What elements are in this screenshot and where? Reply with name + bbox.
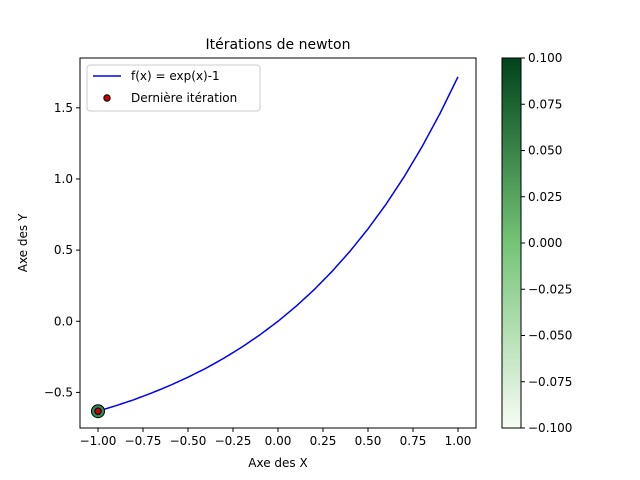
scatter-point	[94, 407, 102, 415]
colorbar-ticks: −0.100 −0.075 −0.050 −0.025 0.000 0.025 0.050 0…	[521, 51, 572, 435]
colorbar-tick-label: 0.025	[528, 190, 562, 204]
x-axis: −1.00 −0.75 −0.50 −0.25 0.00 0.25 0.50 0.75 1.00	[80, 428, 472, 448]
x-tick-label: 1.00	[445, 434, 472, 448]
y-axis: −0.5 0.0 0.5 1.0 1.5	[44, 101, 80, 399]
y-tick-label: −0.5	[44, 385, 73, 399]
colorbar-gradient	[501, 57, 522, 429]
x-tick-label: 0.50	[355, 434, 382, 448]
x-tick-label: −0.25	[215, 434, 252, 448]
colorbar-tick-label: −0.100	[528, 421, 572, 435]
colorbar: −0.100 −0.075 −0.050 −0.025 0.000 0.025 0.050 0…	[501, 51, 572, 435]
colorbar-tick-label: 0.000	[528, 236, 562, 250]
x-tick-label: 0.00	[265, 434, 292, 448]
legend: f(x) = exp(x)-1 Dernière itération	[86, 64, 261, 112]
series-line-0	[97, 76, 459, 412]
colorbar-tick-label: 0.075	[528, 97, 562, 111]
x-tick-label: −0.75	[125, 434, 162, 448]
colorbar-tick-label: −0.075	[528, 375, 572, 389]
legend-marker-swatch	[103, 94, 111, 102]
colorbar-tick-label: 0.050	[528, 144, 562, 158]
x-tick-label: 0.25	[310, 434, 337, 448]
colorbar-tick-label: −0.050	[528, 329, 572, 343]
y-tick-label: 0.0	[54, 314, 73, 328]
x-tick-label: 0.75	[400, 434, 427, 448]
colorbar-tick-label: 0.100	[528, 51, 562, 65]
colorbar-tick-label: −0.025	[528, 282, 572, 296]
chart-title: Itérations de newton	[206, 37, 351, 53]
x-tick-label: −0.50	[170, 434, 207, 448]
y-tick-label: 0.5	[54, 243, 73, 257]
legend-line-label: f(x) = exp(x)-1	[131, 69, 220, 83]
series-layer	[91, 76, 459, 419]
x-axis-label: Axe des X	[248, 456, 307, 470]
x-tick-label: −1.00	[80, 434, 117, 448]
y-tick-label: 1.0	[54, 172, 73, 186]
legend-marker-label: Dernière itération	[131, 91, 237, 105]
y-tick-label: 1.5	[54, 101, 73, 115]
plot-area	[79, 57, 477, 429]
legend-box	[86, 64, 261, 112]
y-axis-label: Axe des Y	[16, 213, 30, 272]
